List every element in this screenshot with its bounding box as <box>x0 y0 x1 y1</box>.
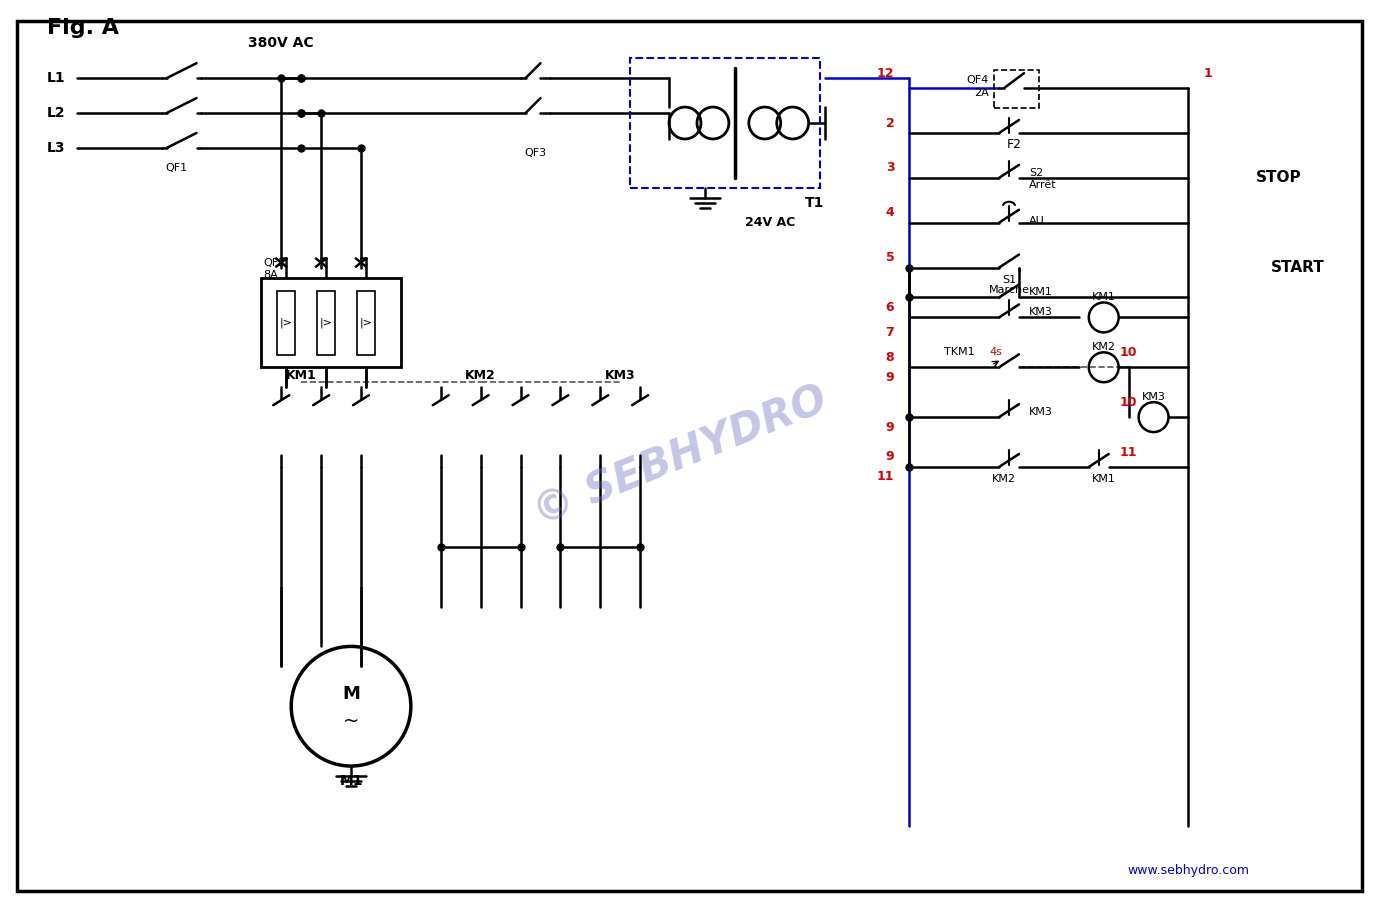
Text: START: START <box>1271 260 1325 275</box>
Text: Arrêt: Arrêt <box>1029 180 1056 190</box>
Text: |>: |> <box>360 317 372 327</box>
Text: 1: 1 <box>1204 67 1212 80</box>
Bar <box>630 58 819 188</box>
Bar <box>261 278 401 367</box>
Text: L3: L3 <box>47 141 65 155</box>
Text: © SEBHYDRO: © SEBHYDRO <box>527 379 833 535</box>
Bar <box>277 290 295 356</box>
Text: L1: L1 <box>47 71 66 85</box>
Text: KM2: KM2 <box>1092 342 1116 352</box>
Text: 7: 7 <box>885 326 895 339</box>
Bar <box>994 70 1038 108</box>
Text: 5: 5 <box>885 251 895 264</box>
Text: M: M <box>342 686 360 703</box>
Text: www.sebhydro.com: www.sebhydro.com <box>1128 864 1249 877</box>
Text: KM3: KM3 <box>1142 392 1165 402</box>
Text: ~: ~ <box>343 712 359 731</box>
Text: 11: 11 <box>1120 445 1138 459</box>
Text: Marche: Marche <box>989 285 1030 295</box>
Text: 8A: 8A <box>263 269 279 279</box>
Text: L2: L2 <box>47 106 66 120</box>
Text: KM3: KM3 <box>1029 407 1052 417</box>
Text: 24V AC: 24V AC <box>745 216 794 229</box>
Text: 10: 10 <box>1120 346 1138 359</box>
Text: 2: 2 <box>885 116 895 130</box>
Text: KM2: KM2 <box>465 369 496 382</box>
Bar <box>317 290 335 356</box>
Text: QF4: QF4 <box>967 75 989 85</box>
Text: QF1: QF1 <box>165 163 188 173</box>
Text: 10: 10 <box>1120 395 1138 409</box>
Text: KM1: KM1 <box>1092 292 1116 302</box>
Text: 4s: 4s <box>989 347 1003 357</box>
Text: |>: |> <box>320 317 332 327</box>
Text: 12: 12 <box>877 67 895 80</box>
Text: 9: 9 <box>885 371 895 384</box>
Text: KM1: KM1 <box>1092 474 1116 484</box>
Text: S1: S1 <box>1003 275 1016 285</box>
Text: QF3: QF3 <box>524 148 546 158</box>
Text: F2: F2 <box>1007 139 1022 151</box>
Text: |>: |> <box>280 317 292 327</box>
Text: T1: T1 <box>805 196 825 210</box>
Text: 8: 8 <box>885 351 895 364</box>
Text: KM3: KM3 <box>1029 307 1052 317</box>
Text: STOP: STOP <box>1255 171 1300 185</box>
Text: 4: 4 <box>885 206 895 219</box>
Text: 9: 9 <box>885 421 895 434</box>
Bar <box>357 290 375 356</box>
Text: TKM1: TKM1 <box>943 347 975 357</box>
Text: S2: S2 <box>1029 168 1043 178</box>
Text: KM3: KM3 <box>605 369 636 382</box>
Text: M1: M1 <box>339 774 363 788</box>
Text: 3: 3 <box>885 161 895 174</box>
Text: Fig. A: Fig. A <box>47 18 119 38</box>
Text: KM2: KM2 <box>992 474 1016 484</box>
Text: QF2: QF2 <box>263 258 285 268</box>
Text: 9: 9 <box>885 451 895 463</box>
Text: KM1: KM1 <box>1029 288 1052 297</box>
Text: 2A: 2A <box>975 88 989 98</box>
Text: 6: 6 <box>885 301 895 314</box>
Text: KM1: KM1 <box>285 369 317 382</box>
Text: 11: 11 <box>877 471 895 483</box>
Text: 380V AC: 380V AC <box>248 36 314 50</box>
Text: AU: AU <box>1029 216 1045 226</box>
